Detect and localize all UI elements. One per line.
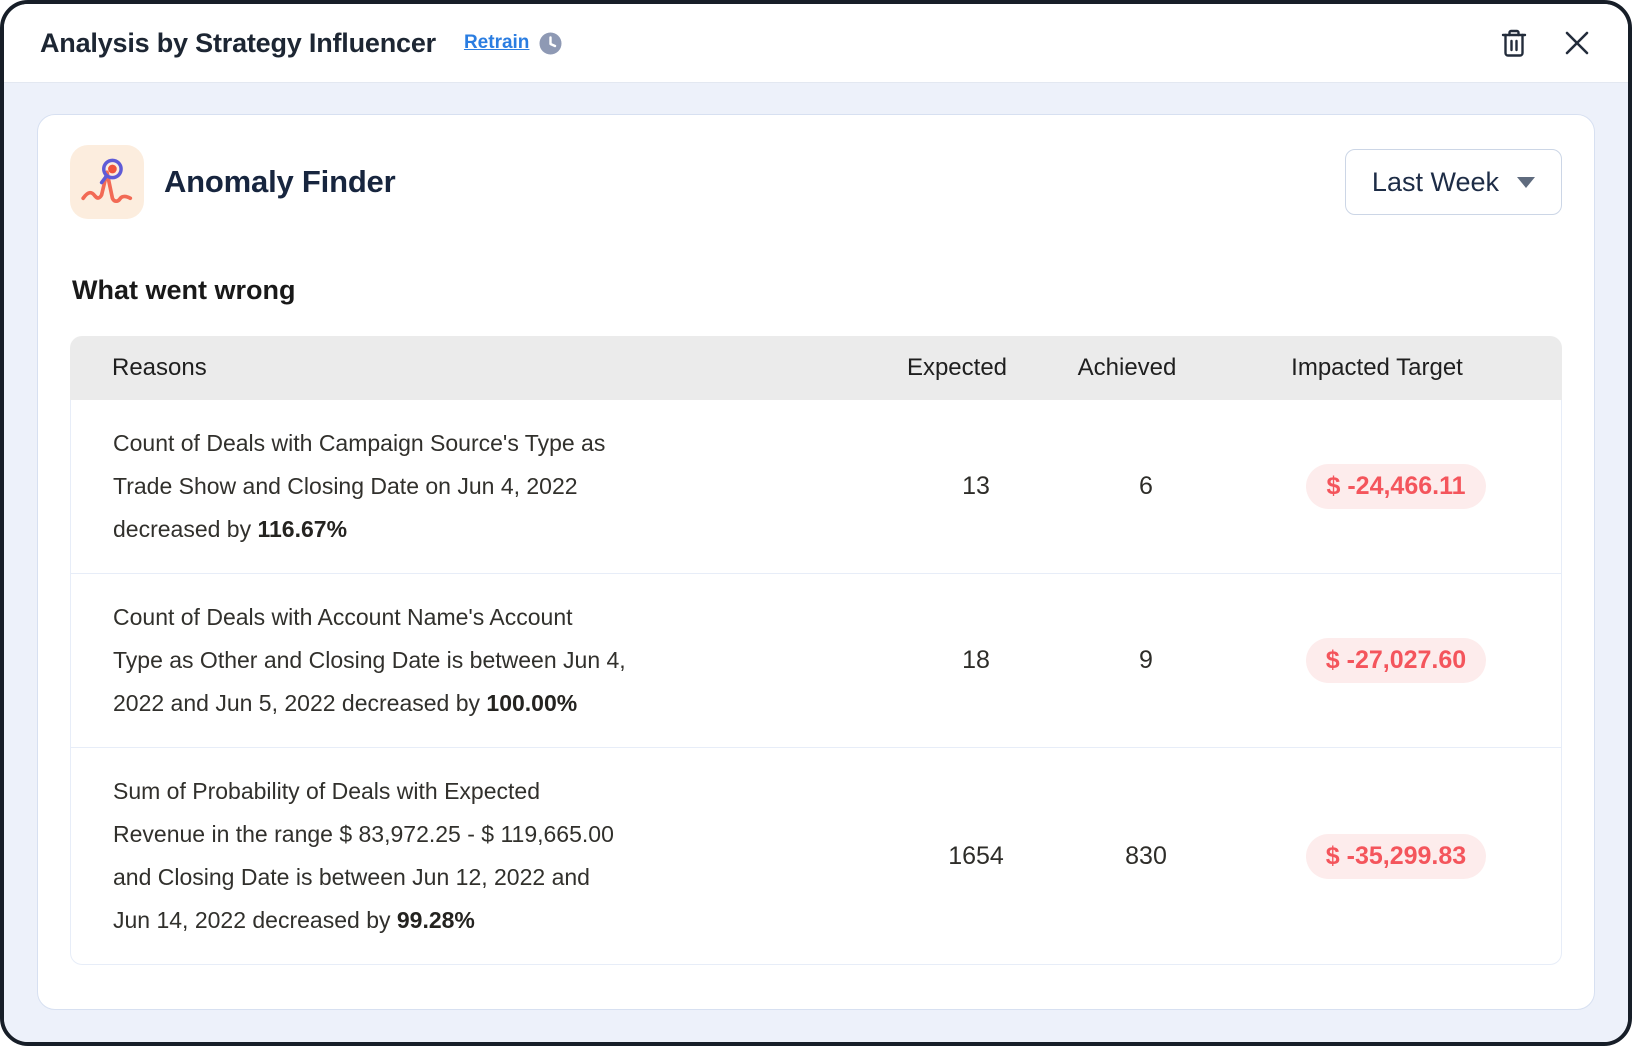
impacted-target-badge: $ -35,299.83 [1305,833,1487,879]
close-button[interactable] [1564,30,1590,56]
table-row: Sum of Probability of Deals with Expecte… [71,747,1561,964]
table-row: Count of Deals with Account Name's Accou… [71,573,1561,747]
titlebar-actions [1500,28,1590,58]
reason-cell: Sum of Probability of Deals with Expecte… [71,770,891,942]
panel-title: Anomaly Finder [164,164,396,199]
column-header-achieved: Achieved [1077,354,1177,381]
expected-cell: 13 [962,472,990,500]
impacted-target-cell: $ -24,466.11 [1231,464,1561,509]
period-dropdown-value: Last Week [1371,166,1499,197]
column-header-impacted-target: Impacted Target [1291,354,1463,381]
reason-percentage: 99.28% [396,907,475,933]
column-header-reasons: Reasons [112,354,207,381]
column-header-expected: Expected [906,354,1008,381]
reason-percentage: 116.67% [257,516,348,542]
table-row: Count of Deals with Campaign Source's Ty… [71,400,1561,573]
period-dropdown[interactable]: Last Week [1344,149,1562,215]
retrain-link[interactable]: Retrain [463,32,530,53]
reason-percentage: 100.00% [486,690,578,716]
trash-icon [1500,28,1528,58]
dialog-body: Anomaly Finder Last Week What went wrong… [4,82,1628,1042]
achieved-cell: 830 [1125,841,1167,870]
table-body: Count of Deals with Campaign Source's Ty… [70,400,1562,965]
table-header-row: Reasons Expected Achieved Impacted Targe… [70,336,1562,400]
reason-cell: Count of Deals with Account Name's Accou… [71,596,891,725]
impacted-target-cell: $ -27,027.60 [1231,638,1561,683]
impacted-target-badge: $ -24,466.11 [1306,464,1486,509]
anomaly-finder-card: Anomaly Finder Last Week What went wrong… [37,114,1595,1010]
reason-text: Sum of Probability of Deals with Expecte… [113,778,614,933]
expected-cell: 18 [962,646,990,674]
section-title: What went wrong [72,275,296,305]
delete-button[interactable] [1500,28,1528,58]
impacted-target-cell: $ -35,299.83 [1231,833,1561,879]
expected-cell: 1654 [948,841,1004,870]
dialog-title: Analysis by Strategy Influencer [40,27,436,58]
reason-cell: Count of Deals with Campaign Source's Ty… [71,422,891,551]
achieved-cell: 6 [1139,472,1153,500]
anomaly-finder-icon [70,145,144,219]
reason-text: Count of Deals with Account Name's Accou… [113,604,626,716]
close-icon [1564,30,1590,56]
dialog-titlebar: Analysis by Strategy Influencer Retrain [4,4,1628,82]
achieved-cell: 9 [1139,646,1153,674]
clock-icon [539,32,562,55]
impacted-target-badge: $ -27,027.60 [1305,638,1487,683]
chevron-down-icon [1517,176,1535,188]
retrain-schedule-button[interactable] [539,32,562,55]
card-header: Anomaly Finder Last Week [70,145,1562,219]
anomaly-table: Reasons Expected Achieved Impacted Targe… [70,336,1562,965]
reason-text: Count of Deals with Campaign Source's Ty… [113,430,606,542]
